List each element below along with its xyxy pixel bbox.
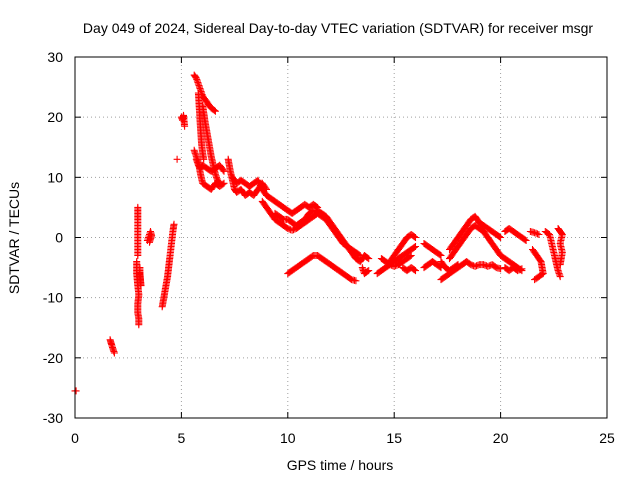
data-point xyxy=(535,231,543,238)
data-point xyxy=(211,170,219,178)
data-point xyxy=(514,267,522,275)
data-point xyxy=(410,266,418,274)
data-point xyxy=(412,234,419,241)
x-tick-label: 10 xyxy=(280,430,296,446)
data-point xyxy=(437,252,445,259)
data-point xyxy=(364,267,372,275)
data-point xyxy=(219,180,227,188)
x-tick-label: 5 xyxy=(178,430,186,446)
y-tick-label: 10 xyxy=(47,169,63,185)
x-tick-label: 15 xyxy=(386,430,402,446)
data-point xyxy=(392,262,400,270)
data-point xyxy=(194,80,202,88)
data-point xyxy=(210,106,218,114)
data-point xyxy=(410,233,418,241)
data-point xyxy=(364,254,372,262)
y-tick-label: 30 xyxy=(47,49,63,65)
data-point xyxy=(219,166,227,174)
data-point xyxy=(193,154,201,162)
data-point xyxy=(496,233,503,241)
x-tick-label: 0 xyxy=(71,430,79,446)
data-point xyxy=(72,387,80,395)
data-point xyxy=(365,267,373,275)
data-point xyxy=(412,267,419,275)
data-point xyxy=(534,230,541,238)
data-point xyxy=(135,321,143,329)
data-point xyxy=(220,167,228,175)
data-point xyxy=(556,273,564,281)
data-point xyxy=(556,261,564,269)
data-point xyxy=(522,237,530,244)
data-point xyxy=(406,252,414,260)
y-tick-label: -10 xyxy=(43,290,63,306)
data-point xyxy=(521,236,529,244)
data-point xyxy=(196,85,204,93)
data-point xyxy=(211,107,219,115)
data-point xyxy=(365,255,373,263)
plot-frame xyxy=(74,56,608,419)
data-point xyxy=(436,251,444,259)
data-point xyxy=(181,122,189,130)
chart-title: Day 049 of 2024, Sidereal Day-to-day VTE… xyxy=(83,20,593,36)
data-point xyxy=(412,243,419,250)
axis-ticks: 0 5 10 15 20 25 -30 -20 -10 0 10 20 30 xyxy=(43,49,615,446)
x-axis-label: GPS time / hours xyxy=(287,457,394,473)
y-axis-label: SDTVAR / TECUs xyxy=(6,182,22,294)
data-point xyxy=(517,265,524,273)
data-point xyxy=(518,265,526,273)
data-point xyxy=(531,276,539,284)
data-point xyxy=(531,229,539,237)
y-tick-label: -20 xyxy=(43,350,63,366)
data-point xyxy=(410,243,418,251)
data-point xyxy=(555,270,563,278)
data-point xyxy=(173,155,181,163)
x-tick-label: 20 xyxy=(493,430,509,446)
data-point xyxy=(146,238,153,246)
data-point xyxy=(170,220,178,228)
data-point xyxy=(497,234,505,241)
data-point xyxy=(515,266,523,274)
data-point xyxy=(352,277,360,285)
data-point xyxy=(136,268,144,276)
data-point xyxy=(407,252,415,259)
x-tick-label: 25 xyxy=(599,430,615,446)
data-point xyxy=(110,349,118,357)
data-point xyxy=(134,252,142,259)
data-points xyxy=(71,71,566,395)
data-point xyxy=(191,149,199,157)
data-point xyxy=(200,155,208,163)
data-point xyxy=(532,275,540,283)
data-point xyxy=(484,262,492,270)
y-tick-label: 20 xyxy=(47,109,63,125)
data-point xyxy=(220,179,228,187)
y-tick-label: 0 xyxy=(55,230,63,246)
data-point xyxy=(193,76,201,84)
y-tick-label: -30 xyxy=(43,410,63,426)
